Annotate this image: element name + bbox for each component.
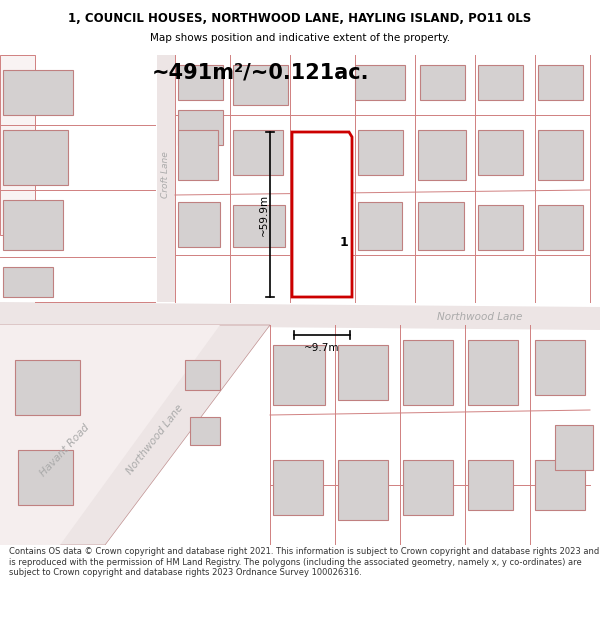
Bar [3,200,63,250]
Bar [358,130,403,175]
Bar [3,70,73,115]
Text: Northwood Lane: Northwood Lane [437,312,523,322]
Bar [233,205,285,247]
Bar [355,65,405,100]
Text: Contains OS data © Crown copyright and database right 2021. This information is : Contains OS data © Crown copyright and d… [9,548,599,578]
Bar [178,110,223,145]
Polygon shape [0,55,35,235]
Polygon shape [292,132,352,297]
Bar [3,130,68,185]
Bar [538,130,583,180]
Text: 1: 1 [340,236,349,249]
Text: Northwood Lane: Northwood Lane [125,403,185,477]
Bar [15,360,80,415]
Bar [178,65,223,100]
Bar [178,202,220,247]
Bar [338,345,388,400]
Bar [478,65,523,100]
Bar [468,460,513,510]
Bar [338,460,388,520]
Bar [273,345,325,405]
Bar [185,360,220,390]
Bar [273,460,323,515]
Text: 1, COUNCIL HOUSES, NORTHWOOD LANE, HAYLING ISLAND, PO11 0LS: 1, COUNCIL HOUSES, NORTHWOOD LANE, HAYLI… [68,12,532,25]
Bar [233,130,283,175]
Bar [538,205,583,250]
Bar [555,425,593,470]
Bar [403,460,453,515]
Bar [468,340,518,405]
Text: ~491m²/~0.121ac.: ~491m²/~0.121ac. [151,62,369,82]
Bar [18,450,73,505]
Text: Havant Road: Havant Road [38,422,92,478]
Bar [418,202,464,250]
Bar [178,130,218,180]
Bar [190,417,220,445]
Text: ~9.7m: ~9.7m [304,343,340,353]
Bar [535,340,585,395]
Text: ~59.9m: ~59.9m [259,194,269,236]
Bar [478,130,523,175]
Bar [3,267,53,297]
Text: Croft Lane: Croft Lane [161,152,170,198]
Polygon shape [0,325,270,545]
Bar [358,202,402,250]
Bar [420,65,465,100]
Bar [535,460,585,510]
Bar [418,130,466,180]
Bar [233,65,288,105]
Ellipse shape [157,63,175,93]
Polygon shape [157,55,175,302]
Text: Map shows position and indicative extent of the property.: Map shows position and indicative extent… [150,33,450,43]
Bar [538,65,583,100]
Polygon shape [0,325,220,545]
Bar [478,205,523,250]
Bar [403,340,453,405]
Polygon shape [0,302,600,330]
